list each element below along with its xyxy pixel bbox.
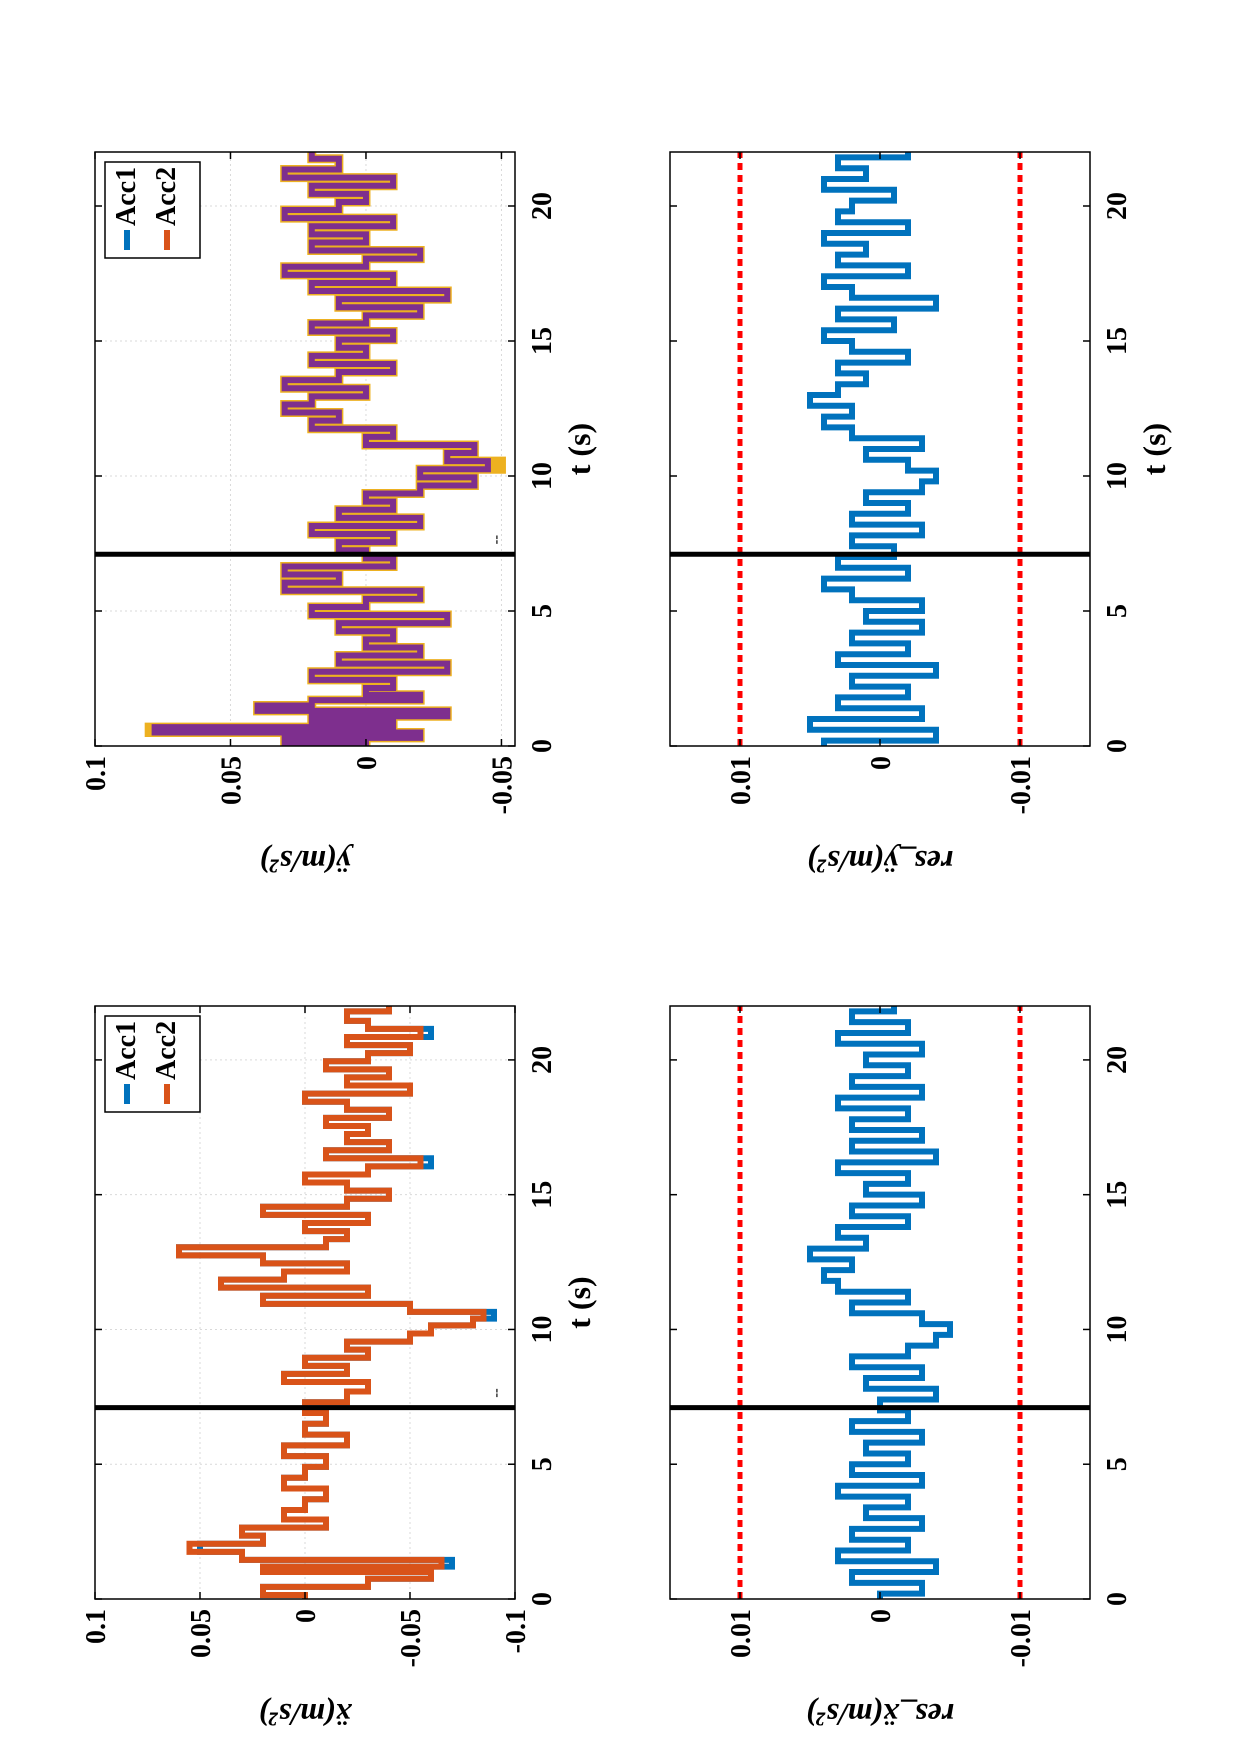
x-tick-label: 20 [527,192,558,220]
y-tick-label: 0 [866,756,897,770]
y-tick-label: -0.05 [396,1609,427,1667]
y-tick-label: 0.05 [216,756,247,805]
legend-label: Acc2 [151,167,182,226]
x-tick-label: 5 [1102,1457,1133,1471]
x-axis-label: t (s) [1136,423,1172,475]
x-tick-label: 15 [1102,1181,1133,1209]
plot-area [144,152,506,746]
x-tick-label: 0 [527,1592,558,1606]
y-tick-label: 0.01 [726,756,757,805]
x-axis-label: t (s) [561,1276,597,1328]
x-tick-label: 5 [1102,604,1133,618]
y-tick-label: 0.1 [81,756,112,791]
x-tick-label: 15 [527,327,558,355]
y-axis-label: ẍ(m/s²) [258,1697,352,1733]
x-tick-label: 20 [1102,192,1133,220]
x-tick-label: 15 [1102,327,1133,355]
res-y-axes: 0 5 10 15 20 0.01 0 -0.01 t (s) res_ÿ(m/s²) [669,151,1172,880]
legend: Acc1 Acc2 [104,161,201,259]
y-tick-label: 0.01 [726,1609,757,1658]
x-tick-label: 10 [1102,462,1133,490]
y-tick-label: -0.01 [1006,756,1037,814]
y-axis-label: res_ẍ(m/s²) [806,1697,954,1733]
legend: Acc1 Acc2 [104,1015,201,1113]
x-axis-label: t (s) [561,423,597,475]
annotation-text: -- [489,1388,504,1398]
series-line [151,152,491,746]
x-tick-label: 0 [1102,1592,1133,1606]
x-tick-label: 10 [527,1315,558,1343]
x-tick-label: 10 [1102,1315,1133,1343]
y-tick-label: -0.05 [487,756,518,814]
y-axis-label: res_ÿ(m/s²) [807,844,953,880]
y-tick-label: 0 [352,756,383,770]
x-tick-label: 20 [1102,1046,1133,1074]
plot-area [176,1006,497,1599]
y-tick-label: -0.01 [1006,1609,1037,1667]
y-tick-label: 0.1 [81,1609,112,1644]
x-tick-label: 15 [527,1181,558,1209]
legend-label: Acc2 [151,1021,182,1080]
x-tick-label: 5 [527,1457,558,1471]
y-tick-label: 0 [866,1609,897,1623]
x-tick-label: 20 [527,1046,558,1074]
series-line [807,152,939,746]
axes-box [94,151,516,747]
res-x-axes: 0 5 10 15 20 0.01 0 -0.01 res_ẍ(m/s²) [669,1005,1133,1733]
x-tick-label: 0 [527,739,558,753]
plot-area [807,1006,953,1599]
legend-label: Acc1 [111,1021,142,1080]
series-line [807,1006,953,1599]
y-tick-label: -0.1 [501,1609,532,1653]
x-tick-label: 5 [527,604,558,618]
x-tick-label: 10 [527,462,558,490]
annotation-text: -- [489,535,504,545]
xdd-axes: -- 0 5 10 15 20 0.1 0.05 0 -0.05 -0.1 t (s) ẍ(m/s²) A… [81,1005,597,1733]
legend-label: Acc1 [111,167,142,226]
series-line [176,1006,487,1599]
plot-area [807,152,939,746]
y-tick-label: 0.05 [186,1609,217,1658]
y-tick-label: 0 [291,1609,322,1623]
y-axis-label: ÿ(m/s²) [259,844,354,880]
x-tick-label: 0 [1102,739,1133,753]
